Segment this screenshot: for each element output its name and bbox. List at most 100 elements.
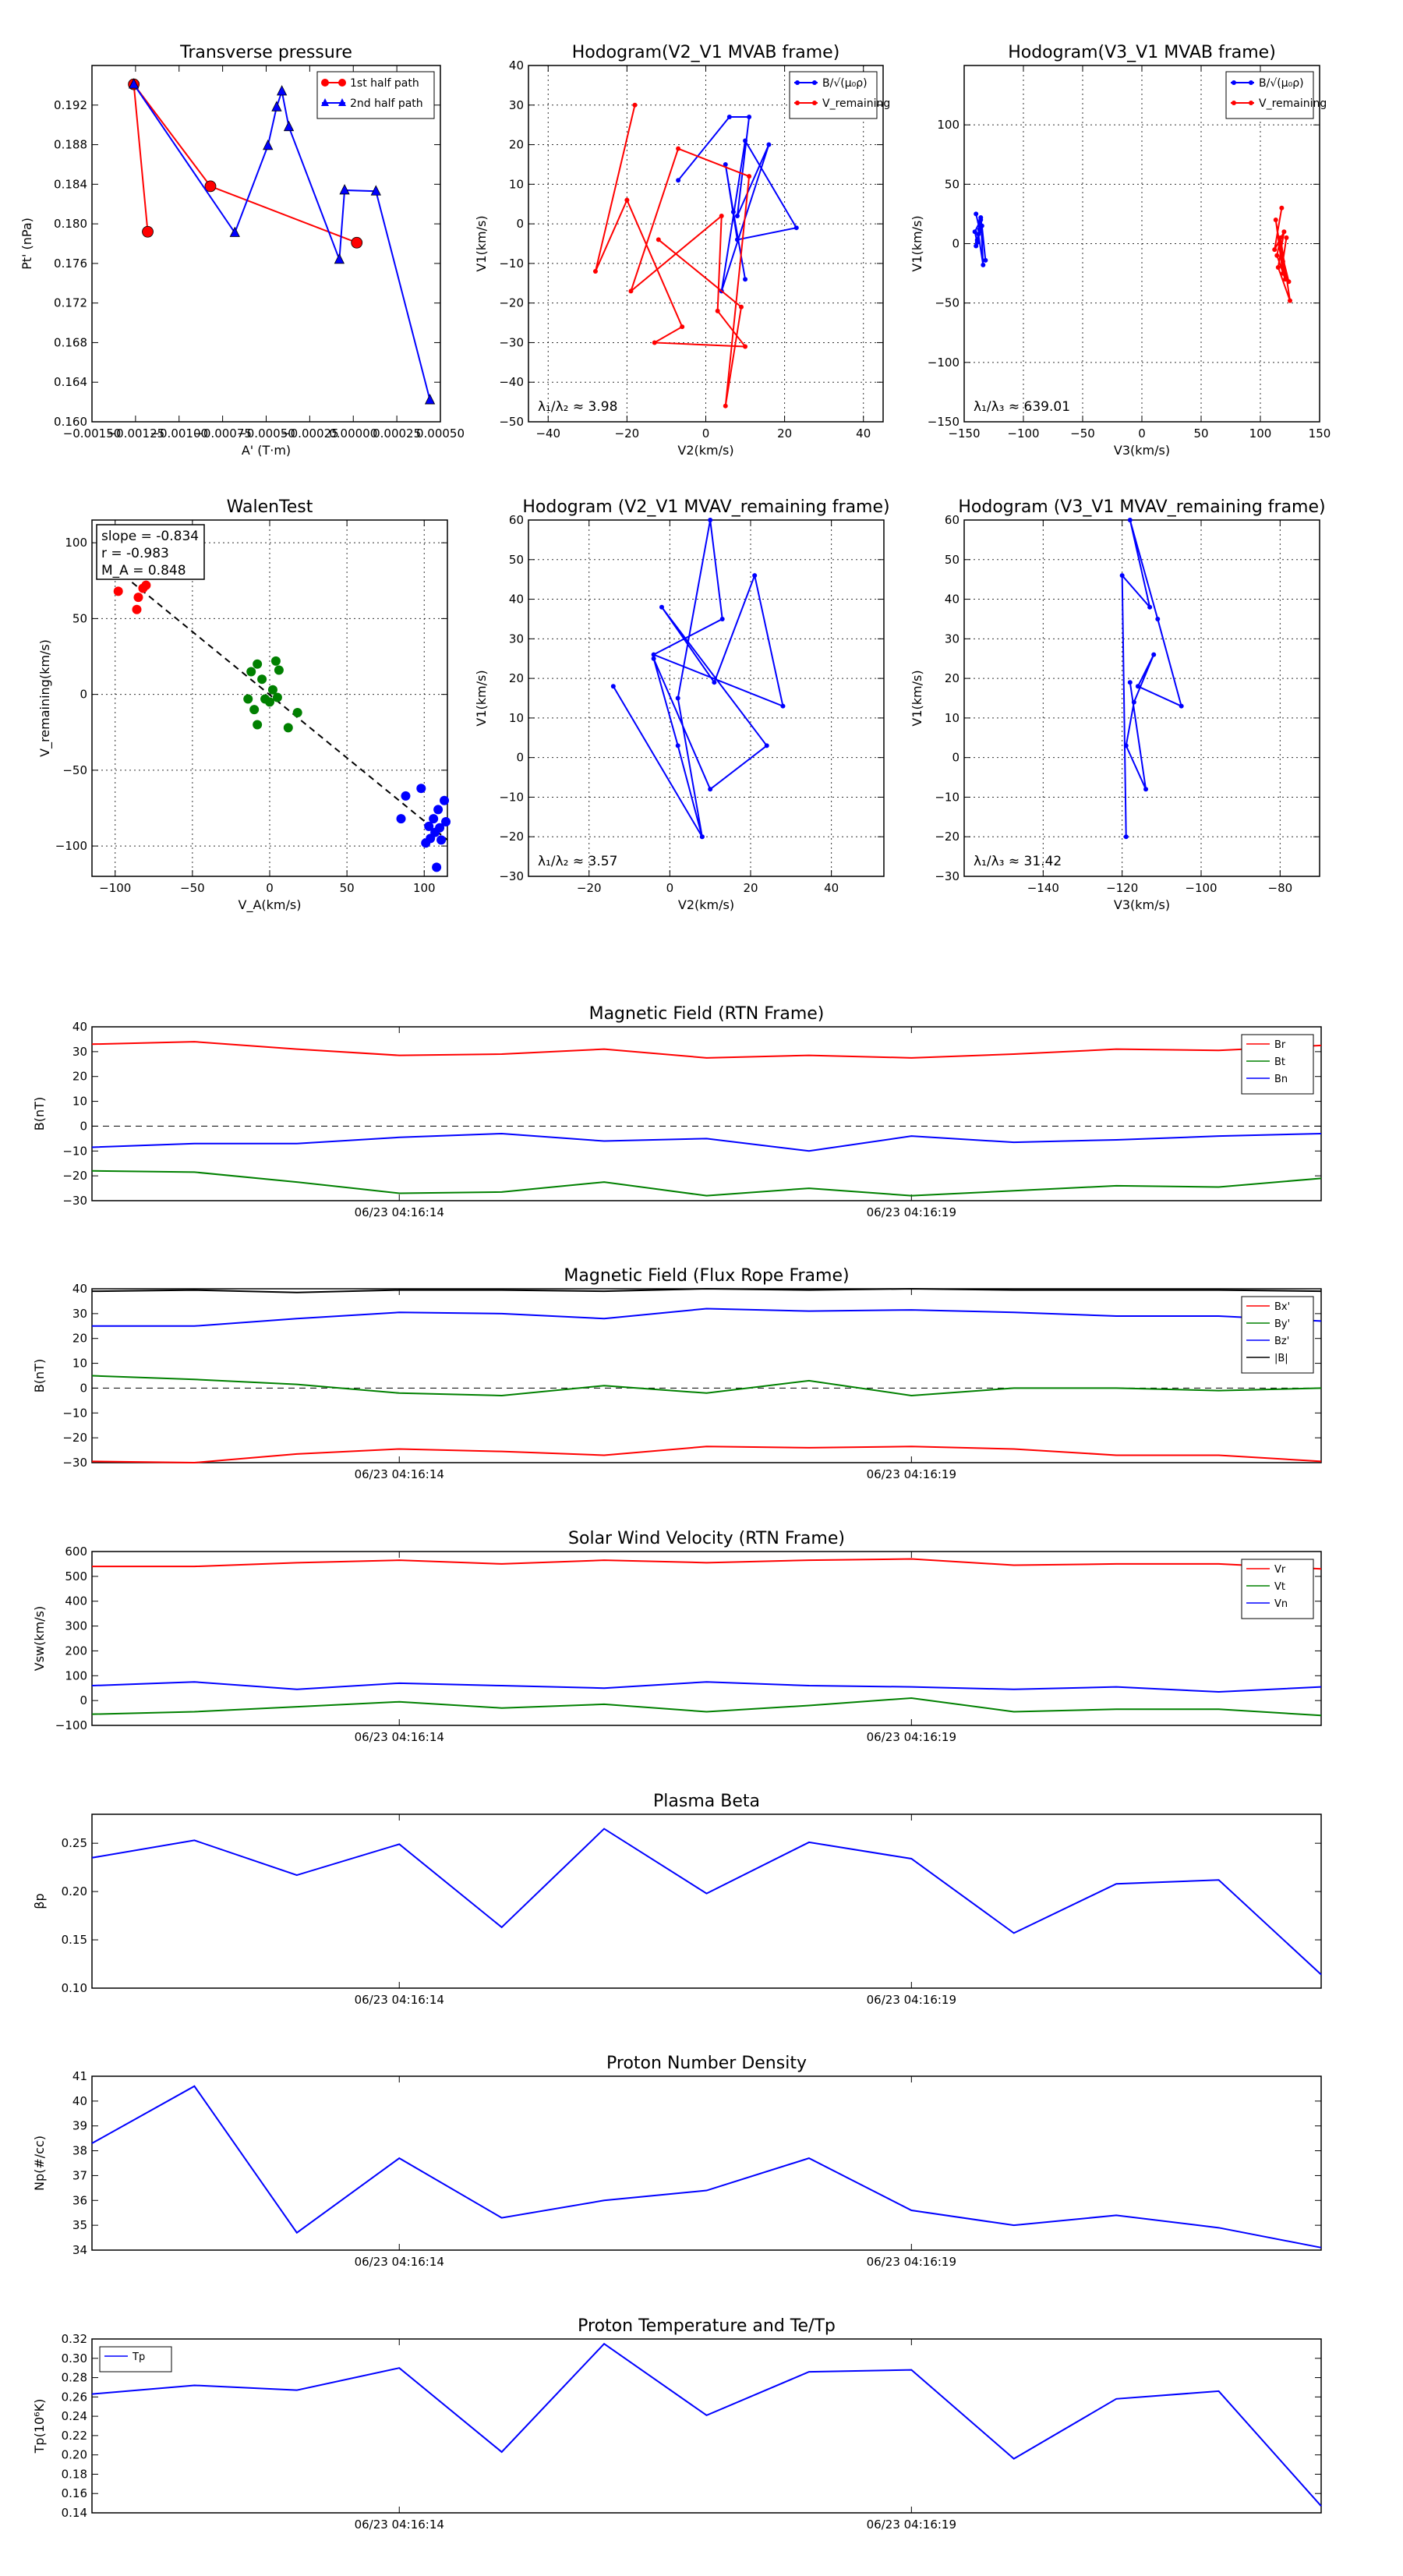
y-tick-label: 50 bbox=[945, 553, 959, 567]
y-tick-label: 50 bbox=[72, 611, 87, 625]
y-tick-label: 20 bbox=[945, 671, 959, 685]
data-point bbox=[440, 795, 450, 805]
chart-title: Proton Number Density bbox=[606, 2054, 807, 2073]
series-line-bz bbox=[92, 1307, 1322, 1327]
y-tick-label: 100 bbox=[65, 536, 87, 550]
y-tick-label: −30 bbox=[62, 1456, 87, 1470]
data-point bbox=[441, 816, 451, 826]
data-point bbox=[1278, 235, 1283, 240]
regression-line bbox=[115, 568, 448, 841]
data-point bbox=[334, 253, 345, 264]
data-point bbox=[1286, 279, 1292, 285]
y-axis-label: βp bbox=[32, 1893, 47, 1909]
y-tick-label: 0.172 bbox=[54, 296, 87, 310]
data-point bbox=[133, 593, 143, 603]
data-point bbox=[128, 78, 140, 89]
y-tick-label: 60 bbox=[945, 513, 959, 527]
eigenvalue-ratio: λ₁/λ₃ ≈ 639.01 bbox=[974, 399, 1070, 415]
x-tick-label: 06/23 04:16:14 bbox=[355, 2518, 444, 2532]
data-point bbox=[730, 209, 736, 214]
y-tick-label: 0.176 bbox=[54, 257, 87, 271]
series-line-vn bbox=[91, 1681, 1322, 1693]
x-tick-label: 0.00050 bbox=[416, 426, 465, 441]
data-point bbox=[1288, 298, 1292, 303]
data-point bbox=[610, 684, 616, 689]
y-axis-label: B(nT) bbox=[32, 1097, 47, 1131]
legend: Vr Vt Vn bbox=[1241, 1559, 1314, 1619]
y-tick-label: 0 bbox=[516, 217, 524, 231]
y-tick-label: 0.10 bbox=[62, 1981, 87, 1995]
data-point bbox=[1135, 684, 1140, 689]
y-tick-label: 200 bbox=[65, 1644, 87, 1658]
data-point bbox=[1151, 652, 1157, 657]
data-point bbox=[680, 324, 685, 330]
y-tick-label: 0.32 bbox=[62, 2332, 87, 2346]
y-axis-label: V1(km/s) bbox=[910, 215, 924, 271]
y-tick-label: 0.16 bbox=[62, 2486, 87, 2500]
y-tick-label: 40 bbox=[509, 593, 524, 607]
data-point bbox=[723, 161, 728, 167]
chart-transverse-pressure: Transverse pressure 0.160 0.164 0.168 0.172 0… bbox=[19, 43, 465, 458]
data-point bbox=[592, 269, 598, 274]
data-point bbox=[981, 262, 986, 267]
y-tick-label: 0 bbox=[952, 237, 959, 251]
chart-hodo-v2v1-mvav: Hodogram (V2_V1 MVAV_remaining frame) −30… bbox=[474, 497, 890, 912]
y-tick-label: 10 bbox=[509, 711, 524, 725]
y-tick-label: 0.14 bbox=[62, 2506, 87, 2520]
y-tick-label: 0.20 bbox=[62, 1884, 87, 1898]
data-point bbox=[743, 277, 748, 282]
series-b- bbox=[972, 211, 988, 267]
y-tick-label: 100 bbox=[65, 1668, 87, 1683]
y-tick-label: 0 bbox=[80, 1381, 87, 1395]
data-point bbox=[752, 573, 758, 579]
legend: Bx' By' Bz' |B| bbox=[1241, 1296, 1314, 1374]
legend-marker bbox=[795, 101, 800, 105]
x-axis-label: V3(km/s) bbox=[1114, 897, 1170, 912]
legend-label: B/√(μ₀ρ) bbox=[1259, 77, 1304, 90]
data-point bbox=[267, 685, 277, 695]
chart-proton-temperature: Proton Temperature and Te/Tp 0.14 0.16 0.18… bbox=[32, 2316, 1322, 2532]
chart-title: Solar Wind Velocity (RTN Frame) bbox=[568, 1529, 845, 1548]
x-tick-label: −0.00125 bbox=[107, 426, 165, 441]
chart-title: Hodogram(V3_V1 MVAB frame) bbox=[1008, 43, 1276, 62]
data-point bbox=[246, 667, 256, 677]
legend-label: Vt bbox=[1274, 1581, 1285, 1593]
x-axis-label: V_A(km/s) bbox=[239, 897, 302, 913]
plot-frame bbox=[91, 2338, 1322, 2514]
data-point bbox=[424, 821, 434, 831]
data-point bbox=[257, 674, 267, 685]
y-tick-label: 0 bbox=[516, 751, 524, 765]
x-tick-label: 06/23 04:16:14 bbox=[355, 1993, 444, 2007]
data-point bbox=[1272, 247, 1278, 253]
data-point bbox=[974, 211, 979, 217]
x-tick-label: 100 bbox=[1249, 426, 1272, 441]
data-point bbox=[1280, 259, 1285, 264]
y-axis-label: B(nT) bbox=[32, 1359, 47, 1392]
data-point bbox=[276, 85, 288, 96]
data-point bbox=[424, 394, 436, 405]
legend-frame bbox=[789, 71, 878, 119]
x-tick-label: 06/23 04:16:14 bbox=[355, 1205, 444, 1219]
data-point bbox=[274, 665, 284, 675]
y-tick-label: 0 bbox=[952, 751, 959, 765]
x-tick-label: −0.00075 bbox=[193, 426, 252, 441]
y-tick-label: 10 bbox=[72, 1095, 87, 1109]
x-tick-label: −100 bbox=[99, 881, 131, 895]
series-2nd-half-path bbox=[128, 78, 436, 405]
data-point bbox=[675, 695, 680, 701]
y-tick-label: 30 bbox=[945, 632, 959, 646]
data-point bbox=[747, 115, 752, 120]
x-tick-label: 06/23 04:16:19 bbox=[867, 1730, 956, 1744]
legend-marker bbox=[338, 98, 346, 106]
series-line-bt bbox=[91, 1169, 1322, 1197]
y-tick-label: 38 bbox=[72, 2144, 87, 2158]
x-tick-label: 06/23 04:16:19 bbox=[867, 1205, 956, 1219]
eigenvalue-ratio: λ₁/λ₂ ≈ 3.98 bbox=[538, 399, 617, 415]
data-point bbox=[1127, 518, 1133, 522]
y-tick-label: −100 bbox=[55, 839, 87, 853]
legend-label: V_remaining bbox=[1259, 97, 1327, 110]
data-point bbox=[764, 743, 769, 748]
data-point bbox=[972, 229, 977, 235]
y-tick-label: 100 bbox=[937, 118, 959, 132]
